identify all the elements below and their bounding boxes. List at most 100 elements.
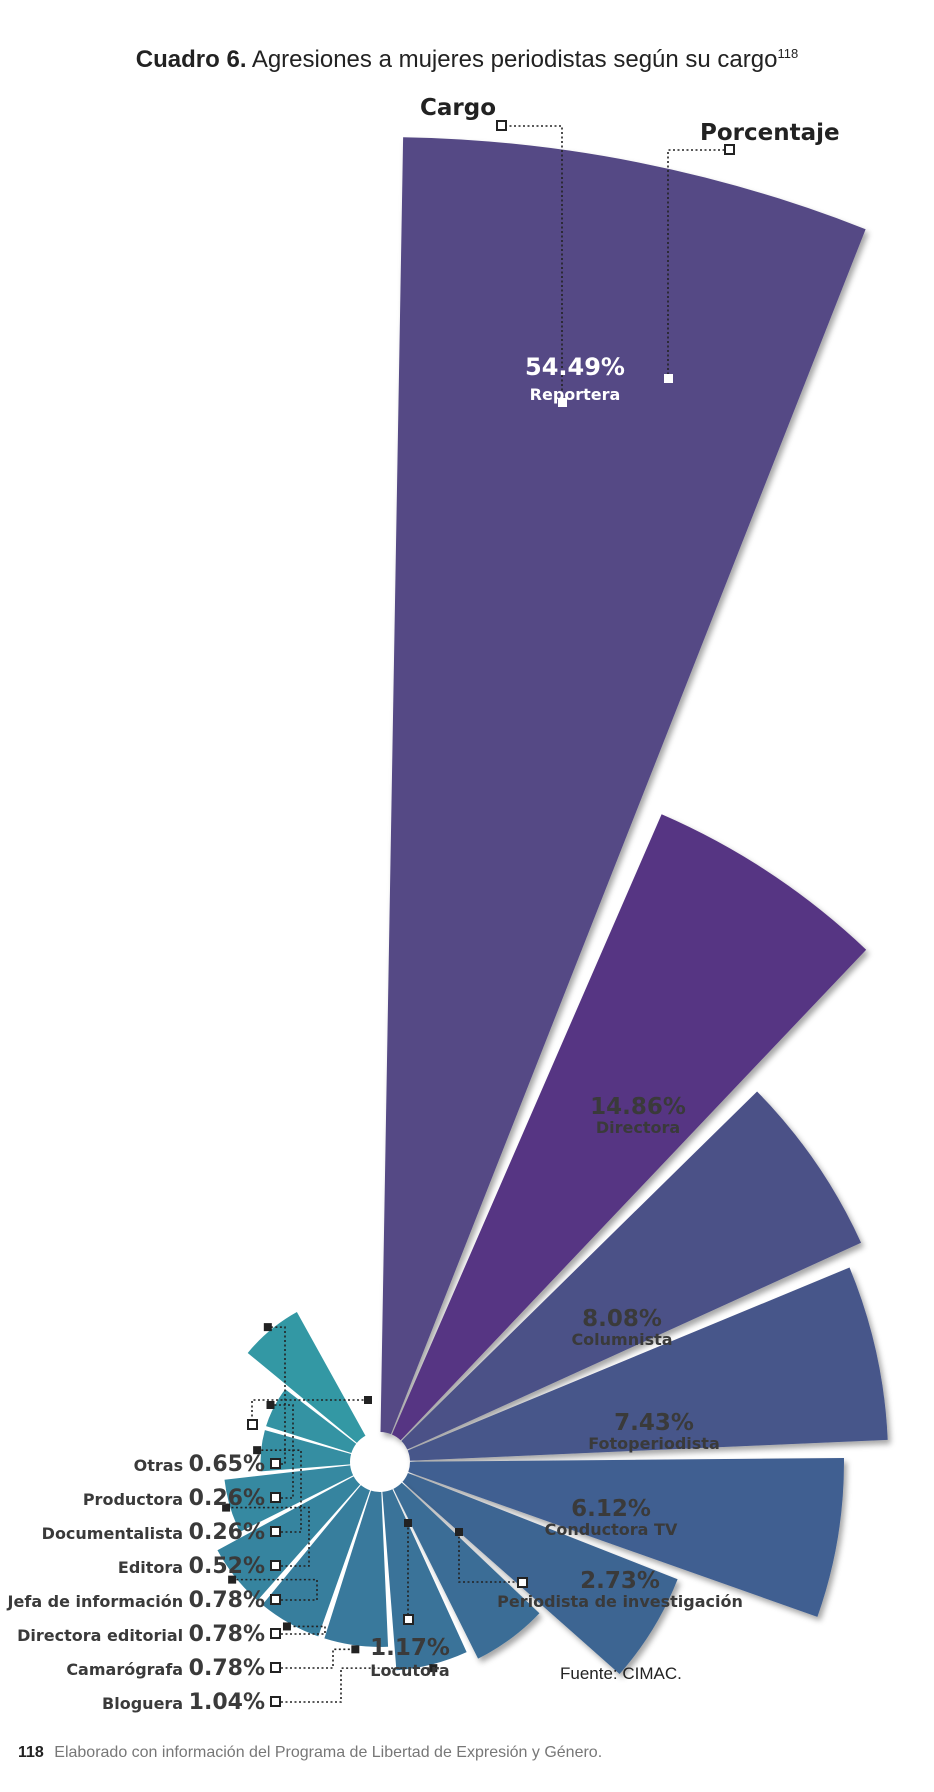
left-value-directora-editorial: 0.78% xyxy=(189,1622,265,1647)
value-label-locutora: 1.17% xyxy=(370,1635,450,1661)
left-category-jefa-de-informacion: Jefa de información xyxy=(7,1592,189,1611)
left-category-documentalista: Documentalista xyxy=(42,1524,189,1543)
chart-leader-lines xyxy=(222,120,735,1707)
leader-periodista-solid-mark xyxy=(455,1528,463,1536)
left-category-productora: Productora xyxy=(83,1490,189,1509)
category-label-conductora-tv: Conductora TV xyxy=(545,1520,678,1539)
chart-title-footnote: 118 xyxy=(777,46,799,61)
left-value-jefa-de-informacion: 0.78% xyxy=(189,1588,265,1613)
leader-solid-mark-directora-editorial xyxy=(282,1622,291,1631)
left-category-camarografa: Camarógrafa xyxy=(66,1660,188,1679)
leader-locutora-open-mark xyxy=(403,1614,414,1625)
left-value-productora: 0.26% xyxy=(189,1486,265,1511)
page-number: 118 xyxy=(18,1744,44,1761)
chart-key: Cargo Porcentaje xyxy=(420,95,840,146)
page-footer: 118 Elaborado con información del Progra… xyxy=(18,1744,602,1762)
leader-otras-top-solid-mark xyxy=(364,1396,372,1404)
leader-otras-top-open-mark xyxy=(247,1419,258,1430)
category-label-directora: Directora xyxy=(596,1118,680,1137)
slice-bloguera xyxy=(382,1489,467,1671)
leader-open-mark-otras xyxy=(270,1458,281,1469)
leader-open-mark-bloguera xyxy=(270,1696,281,1707)
left-label-documentalista: Documentalista 0.26% xyxy=(42,1520,265,1545)
leader-solid-mark-otras xyxy=(263,1323,272,1332)
left-category-editora: Editora xyxy=(118,1558,189,1577)
value-label-fotoperiodista: 7.43% xyxy=(614,1410,694,1436)
slice-documentalista xyxy=(260,1430,352,1472)
left-category-bloguera: Bloguera xyxy=(102,1694,189,1713)
left-value-camarografa: 0.78% xyxy=(189,1656,265,1681)
left-label-productora: Productora 0.26% xyxy=(83,1486,265,1511)
chart-slices xyxy=(217,137,888,1674)
category-label-fotoperiodista: Fotoperiodista xyxy=(588,1434,720,1453)
slice-locutora xyxy=(393,1482,540,1659)
key-category-open-mark xyxy=(496,120,507,131)
leader-documentalista xyxy=(257,1449,302,1533)
key-value-open-mark xyxy=(724,144,735,155)
leader-solid-mark-editora xyxy=(222,1503,231,1512)
leader-productora xyxy=(270,1404,294,1499)
source-note: Fuente: CIMAC. xyxy=(560,1664,682,1683)
slice-conductora-tv xyxy=(408,1457,844,1617)
category-label-columnista: Columnista xyxy=(571,1330,672,1349)
value-label-reportera: 54.49% xyxy=(525,353,625,381)
key-category-label: Cargo xyxy=(420,95,496,121)
category-label-periodista-de-investigacion: Periodista de investigación xyxy=(497,1592,743,1611)
value-label-periodista-de-investigacion: 2.73% xyxy=(580,1568,660,1594)
leader-otras xyxy=(267,1326,286,1465)
leader-camarografa xyxy=(281,1648,356,1669)
chart-title-text: Agresiones a mujeres periodistas según s… xyxy=(251,46,778,73)
key-value-solid-mark xyxy=(664,374,673,383)
leader-editora xyxy=(226,1506,310,1567)
slice-directora xyxy=(391,814,867,1441)
left-category-directora-editorial: Directora editorial xyxy=(17,1626,189,1645)
left-value-documentalista: 0.26% xyxy=(189,1520,265,1545)
slice-columnista xyxy=(401,1091,862,1450)
slice-otras xyxy=(247,1312,366,1443)
slice-editora xyxy=(224,1465,354,1532)
leader-bloguera xyxy=(281,1667,434,1703)
leader-open-mark-documentalista xyxy=(270,1526,281,1537)
leader-open-mark-productora xyxy=(270,1492,281,1503)
leader-solid-mark-productora xyxy=(266,1400,275,1409)
left-label-editora: Editora 0.52% xyxy=(118,1554,265,1579)
category-label-locutora: Locutora xyxy=(370,1661,449,1680)
left-label-directora-editorial: Directora editorial 0.78% xyxy=(17,1622,265,1647)
value-label-conductora-tv: 6.12% xyxy=(571,1496,651,1522)
slice-jefa-de-información xyxy=(217,1476,361,1601)
left-category-otras: Otras xyxy=(134,1456,189,1475)
leader-locutora-solid-mark xyxy=(404,1519,412,1527)
leader-solid-mark-bloguera xyxy=(429,1664,438,1673)
left-label-bloguera: Bloguera 1.04% xyxy=(102,1690,265,1715)
slice-reportera xyxy=(380,137,866,1435)
key-category-leader xyxy=(505,125,563,402)
leader-open-mark-editora xyxy=(270,1560,281,1571)
leader-periodista-de-investigacion xyxy=(458,1532,520,1583)
slice-periodista-de-investigación xyxy=(402,1472,678,1674)
key-value-label: Porcentaje xyxy=(700,120,840,146)
leader-periodista-open-mark xyxy=(517,1577,528,1588)
leader-open-mark-directora-editorial xyxy=(270,1628,281,1639)
category-label-reportera: Reportera xyxy=(530,385,621,404)
leader-open-mark-jefa-de-informacion xyxy=(270,1594,281,1605)
leader-jefa-de-informacion xyxy=(232,1578,318,1601)
leader-solid-mark-jefa-de-informacion xyxy=(228,1575,237,1584)
chart-title-bold: Cuadro 6. xyxy=(135,46,247,73)
left-value-otras: 0.65% xyxy=(189,1452,265,1477)
leader-open-mark-camarografa xyxy=(270,1662,281,1673)
leader-solid-mark-documentalista xyxy=(253,1446,262,1455)
footer-text: Elaborado con información del Programa d… xyxy=(54,1744,603,1761)
left-label-jefa-de-informacion: Jefa de información 0.78% xyxy=(7,1588,265,1613)
chart-title: Cuadro 6. Agresiones a mujeres periodist… xyxy=(0,46,934,74)
slice-camarógrafa xyxy=(324,1490,389,1647)
left-label-otras: Otras 0.65% xyxy=(134,1452,265,1477)
key-value-leader xyxy=(667,149,729,378)
value-label-directora: 14.86% xyxy=(590,1094,686,1120)
left-label-camarografa: Camarógrafa 0.78% xyxy=(66,1656,265,1681)
value-label-columnista: 8.08% xyxy=(582,1306,662,1332)
leader-solid-mark-camarografa xyxy=(351,1645,360,1654)
chart-labels: 54.49% Reportera 14.86%Directora 8.08%Colum… xyxy=(7,353,743,1715)
key-category-solid-mark xyxy=(558,398,567,407)
left-value-editora: 0.52% xyxy=(189,1554,265,1579)
